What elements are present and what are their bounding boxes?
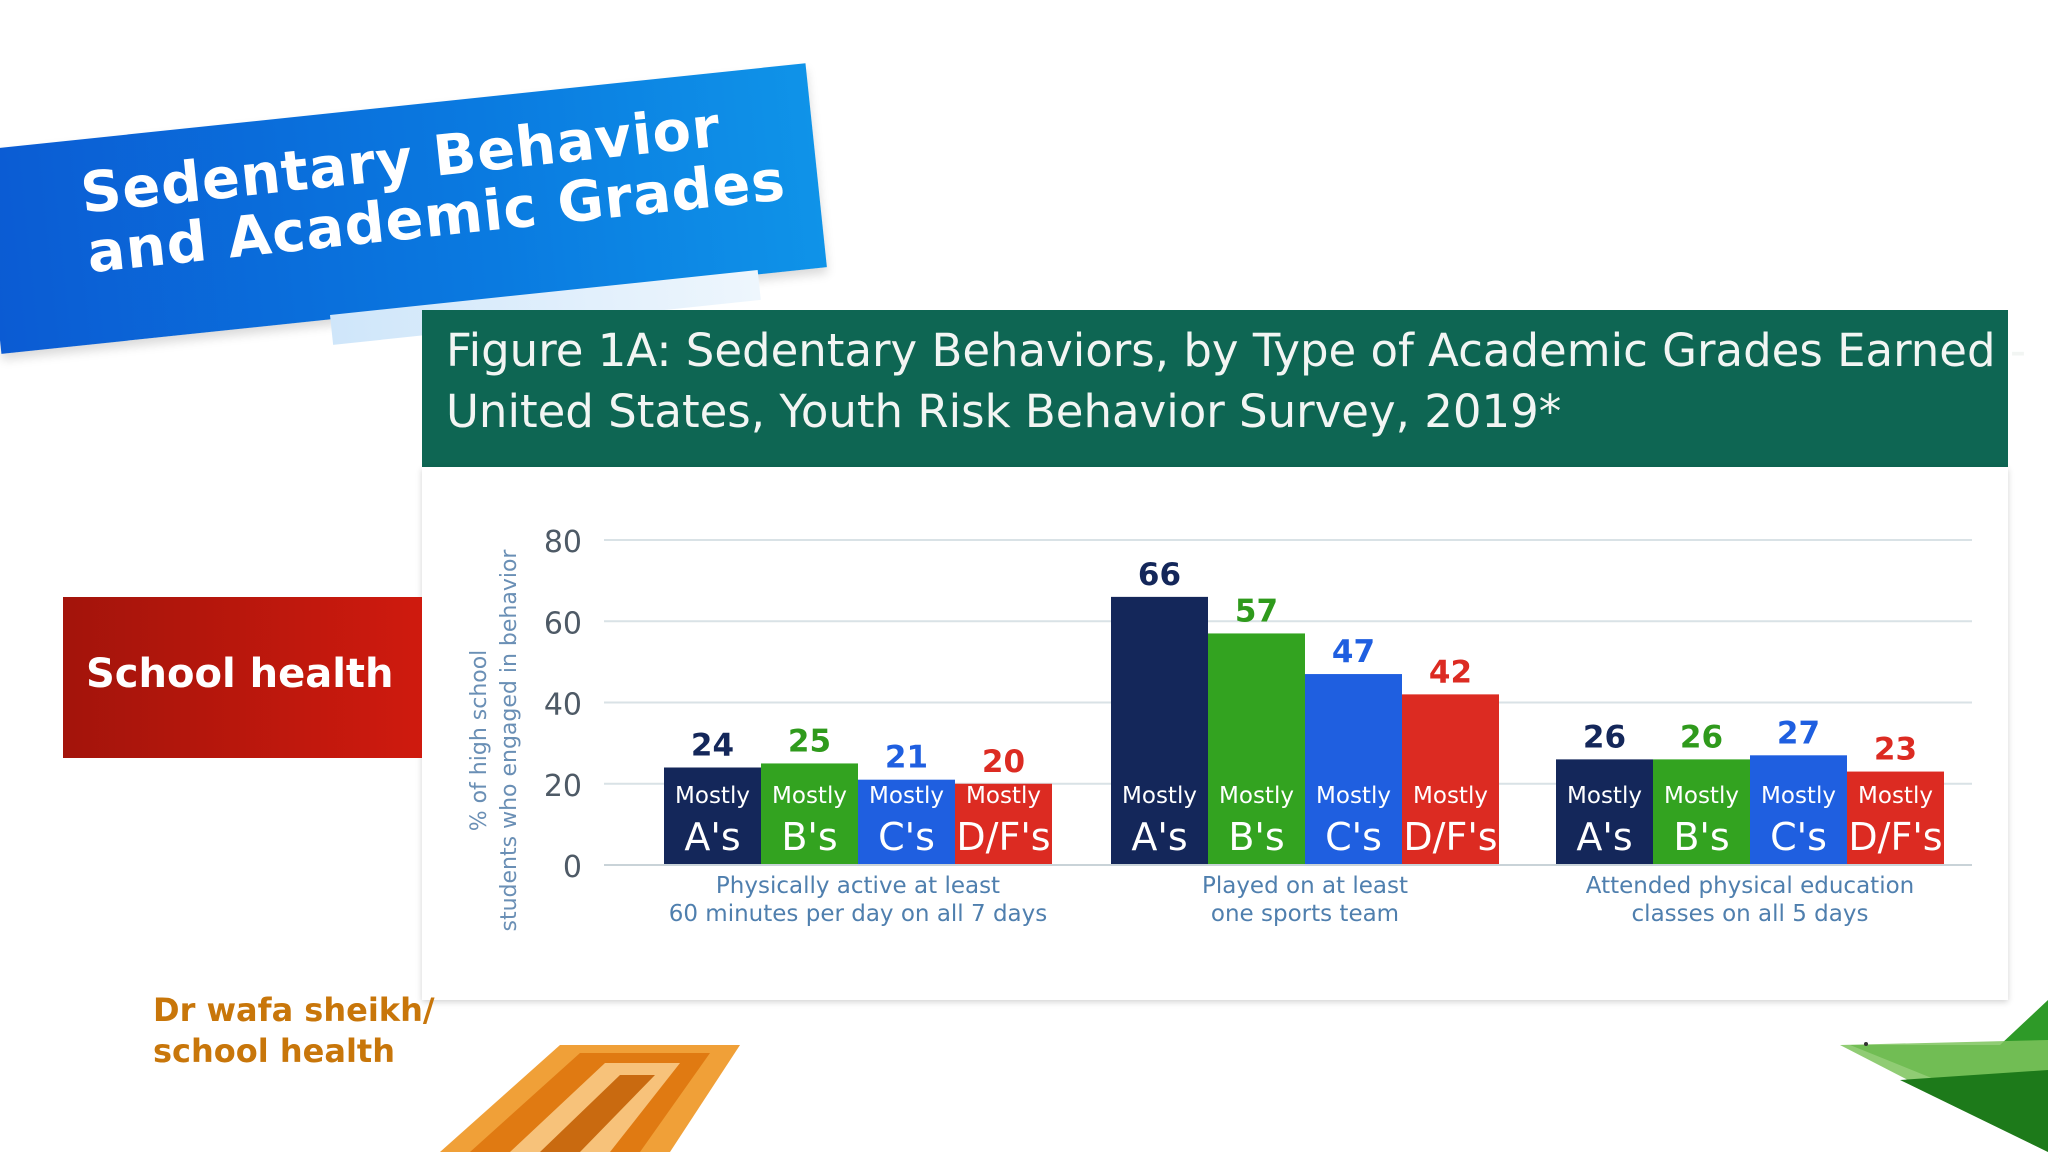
bar-value-label: 57 xyxy=(1235,593,1278,629)
bar xyxy=(858,779,955,865)
bar-category-grade: C's xyxy=(1770,815,1827,859)
pencil-decoration xyxy=(440,1045,740,1152)
bar-category-word: Mostly xyxy=(1122,783,1197,809)
bar xyxy=(1305,674,1402,865)
group-label-line-2: 60 minutes per day on all 7 days xyxy=(669,901,1048,927)
bar-category-grade: A's xyxy=(1576,815,1632,859)
corner-decoration xyxy=(1840,1000,2048,1152)
bar-category-word: Mostly xyxy=(1858,783,1933,809)
figure-header xyxy=(422,310,2008,467)
y-axis-label-line-1: % of high school xyxy=(467,650,492,832)
bar-category-word: Mostly xyxy=(966,783,1041,809)
bar-chart: 0 20 40 60 80 % of high school students who en… xyxy=(467,525,1972,932)
bar xyxy=(1847,771,1944,865)
bar-value-label: 42 xyxy=(1429,654,1472,690)
author-line-1: Dr wafa sheikh/ xyxy=(153,991,435,1029)
bar-value-label: 47 xyxy=(1332,634,1375,670)
group-label-line-1: Played on at least xyxy=(1202,873,1408,899)
bar-category-word: Mostly xyxy=(1219,783,1294,809)
group-label-line-1: Physically active at least xyxy=(716,873,1000,899)
y-tick-label: 0 xyxy=(563,850,582,885)
bar-category-grade: A's xyxy=(1131,815,1187,859)
author-line-2: school health xyxy=(153,1032,395,1070)
bar xyxy=(761,763,858,865)
bar-category-word: Mostly xyxy=(1316,783,1391,809)
bar-category-grade: A's xyxy=(684,815,740,859)
bar xyxy=(1208,633,1305,865)
bar-category-grade: C's xyxy=(878,815,935,859)
y-axis-label-line-2: students who engaged in behavior xyxy=(497,549,522,932)
group-label-line-1: Attended physical education xyxy=(1586,873,1914,899)
bar-category-word: Mostly xyxy=(1567,783,1642,809)
y-tick-label: 60 xyxy=(544,606,582,641)
bar-value-label: 27 xyxy=(1777,715,1820,751)
bar xyxy=(1556,759,1653,865)
bar xyxy=(1111,596,1208,865)
bar-value-label: 23 xyxy=(1874,732,1917,768)
y-axis-label: % of high school students who engaged in … xyxy=(467,549,522,932)
side-label: School health xyxy=(86,651,394,697)
bar-category-grade: B's xyxy=(1228,815,1284,859)
decoration-dot xyxy=(1864,1042,1868,1046)
bar-category-word: Mostly xyxy=(1761,783,1836,809)
bar xyxy=(1653,759,1750,865)
bar xyxy=(664,767,761,865)
bar-value-label: 66 xyxy=(1138,557,1181,593)
figure-title-line-1: Figure 1A: Sedentary Behaviors, by Type … xyxy=(446,324,2027,377)
bar xyxy=(1750,755,1847,865)
bar-value-label: 24 xyxy=(691,728,734,764)
figure-title-line-2: United States, Youth Risk Behavior Surve… xyxy=(446,385,1562,438)
bar-category-word: Mostly xyxy=(675,783,750,809)
group-label-line-2: classes on all 5 days xyxy=(1632,901,1869,927)
bar-value-label: 25 xyxy=(788,723,831,759)
figure-title: Figure 1A: Sedentary Behaviors, by Type … xyxy=(446,320,2027,442)
bar-category-grade: D/F's xyxy=(956,815,1050,859)
bar-category-word: Mostly xyxy=(869,783,944,809)
bar-value-label: 26 xyxy=(1583,719,1626,755)
bar-value-label: 20 xyxy=(982,744,1025,780)
y-tick-label: 80 xyxy=(544,525,582,560)
y-tick-label: 20 xyxy=(544,769,582,804)
y-tick-label: 40 xyxy=(544,688,582,723)
bar xyxy=(1402,694,1499,865)
bar-category-word: Mostly xyxy=(1664,783,1739,809)
bar-category-grade: B's xyxy=(1673,815,1729,859)
bar-category-grade: B's xyxy=(781,815,837,859)
bar xyxy=(955,783,1052,865)
bar-value-label: 21 xyxy=(885,740,928,776)
bar-category-grade: D/F's xyxy=(1848,815,1942,859)
bar-value-label: 26 xyxy=(1680,719,1723,755)
side-label-box xyxy=(63,597,422,758)
bar-category-grade: C's xyxy=(1325,815,1382,859)
bar-category-grade: D/F's xyxy=(1403,815,1497,859)
bar-category-word: Mostly xyxy=(772,783,847,809)
author-credit: Dr wafa sheikh/ school health xyxy=(153,990,435,1072)
group-label-line-2: one sports team xyxy=(1211,901,1399,927)
bar-category-word: Mostly xyxy=(1413,783,1488,809)
